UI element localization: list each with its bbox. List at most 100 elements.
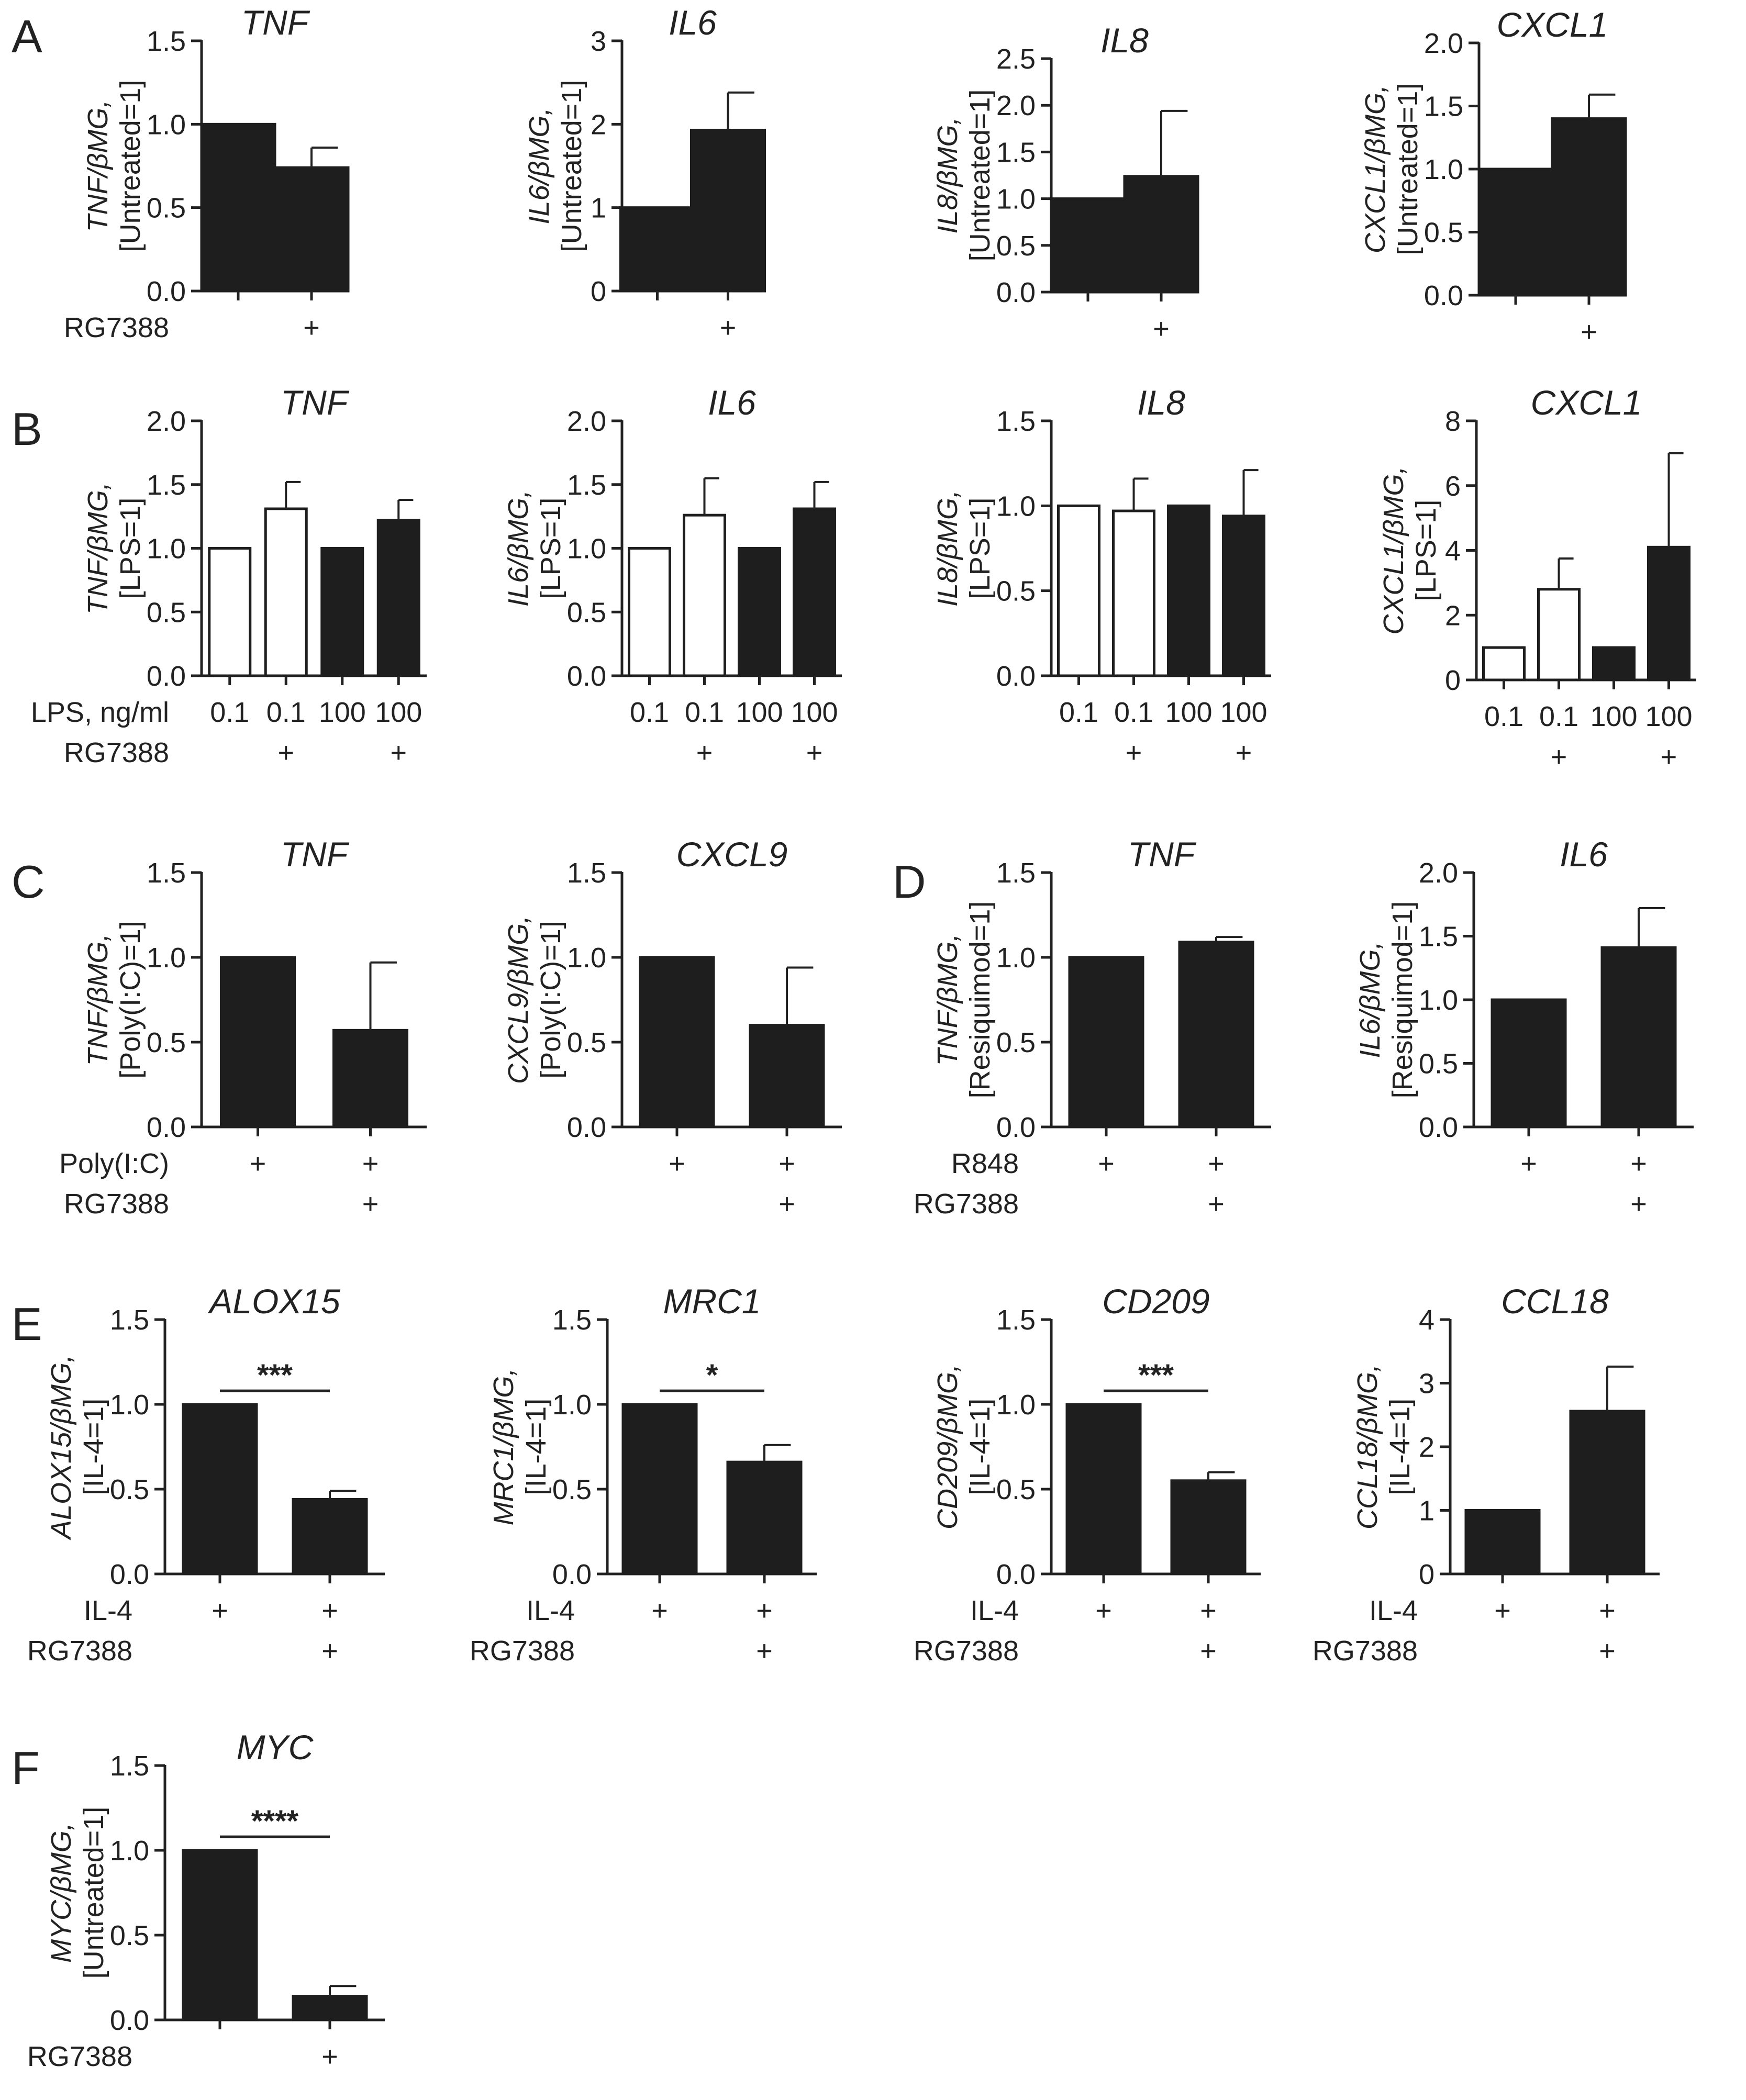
bar [1057,504,1100,677]
y-axis-label: CXCL9/βMG, [Poly(I:C)=1] [503,915,566,1084]
y-axis-label-line2: [Untreated=1] [115,80,146,252]
significance-label: **** [251,1804,299,1838]
condition-mark: 100 [1645,701,1692,732]
y-axis-label-line2: [Untreated=1] [964,90,996,262]
y-tick-label: 0.5 [996,230,1036,262]
y-axis-label: TNF/βMG, [Poly(I:C)=1] [82,921,146,1079]
chart-title: ALOX15 [207,1282,340,1321]
y-axis-label: MRC1/βMG, [IL-4=1] [488,1368,552,1526]
condition-mark: + [277,737,294,768]
bar [1170,1479,1247,1576]
bar [1112,509,1155,677]
y-tick-label: 0.5 [147,193,186,224]
condition-mark: 100 [375,697,422,728]
chart-title: TNF [281,383,350,422]
y-tick-label: 2 [1445,600,1461,631]
condition-mark: 0.1 [1114,697,1153,728]
condition-mark: + [321,1635,338,1667]
y-tick-label: 1.5 [996,137,1036,168]
y-tick-label: 3 [591,26,606,57]
y-tick-label: 0.0 [147,276,186,307]
bar [292,1995,368,2021]
condition-row-label: IL-4 [1369,1595,1418,1626]
bar [1178,941,1254,1129]
bar [690,128,766,293]
bar [1600,946,1677,1129]
y-axis-label: IL6/βMG, [Untreated=1] [524,80,587,252]
condition-mark: + [1098,1148,1115,1179]
y-tick-label: 1.0 [1419,985,1458,1016]
y-tick-label: 1.0 [147,533,186,565]
condition-row-label: IL-4 [526,1595,575,1626]
condition-mark: + [1520,1148,1537,1179]
y-tick-label: 1 [591,193,606,224]
bar [1167,504,1210,677]
y-axis-label-line2: [LPS=1] [964,498,996,599]
bar [182,1849,258,2021]
y-tick-label: 1.5 [567,857,606,889]
y-axis-label: CXCL1/βMG, [LPS=1] [1378,466,1442,635]
y-axis-label: CXCL1/βMG, [Untreated=1] [1360,83,1424,255]
y-tick-label: 1.5 [147,26,186,57]
y-axis-label-line1: CXCL1/βMG, [1378,466,1409,635]
bar [1482,646,1526,682]
chart-title: MYC [237,1728,314,1767]
condition-mark: + [756,1595,773,1626]
y-tick-label: 0 [1419,1559,1434,1590]
y-tick-label: 1.5 [147,470,186,501]
y-tick-label: 0.0 [567,1112,606,1143]
condition-mark: + [390,737,407,768]
y-axis-label-line1: CXCL1/βMG, [1360,85,1391,253]
condition-mark: + [1581,316,1597,348]
condition-mark: + [779,1148,795,1179]
y-axis-label-line1: IL8/βMG, [932,117,963,234]
y-axis-label-line1: IL6/βMG, [503,490,534,607]
condition-mark: + [1494,1595,1511,1626]
y-axis-label-line1: MRC1/βMG, [488,1368,519,1526]
y-tick-label: 1.5 [996,857,1036,889]
condition-row-label: IL-4 [84,1595,132,1626]
y-tick-label: 0.0 [110,1559,149,1590]
y-tick-label: 1.0 [996,184,1036,215]
chart-title: IL8 [1100,21,1149,60]
y-axis-label-line1: TNF/βMG, [82,482,114,615]
chart-title: TNF [281,835,350,874]
y-tick-label: 0.0 [996,277,1036,308]
y-tick-label: 0.5 [996,1027,1036,1058]
y-tick-label: 0.5 [110,1920,149,1951]
y-tick-label: 1.5 [110,1750,149,1782]
condition-row-label: Poly(I:C) [59,1148,169,1179]
y-tick-label: 0.5 [567,597,606,628]
y-tick-label: 1.0 [996,942,1036,974]
y-axis-label: TNF/βMG, [Resiquimod=1] [932,901,996,1099]
condition-mark: + [303,312,320,343]
chart-title: MRC1 [663,1282,761,1321]
condition-mark: 100 [1590,701,1637,732]
y-tick-label: 1.5 [996,1304,1036,1336]
bar [621,1403,698,1576]
y-tick-label: 1.5 [1419,921,1458,953]
y-tick-label: 0.5 [567,1027,606,1058]
y-tick-label: 0.5 [110,1474,149,1505]
y-axis-label: ALOX15/βMG, [IL-4=1] [46,1355,109,1540]
chart-title: CD209 [1102,1282,1209,1321]
y-tick-label: 6 [1445,471,1461,502]
condition-mark: + [1200,1635,1217,1667]
condition-mark: + [362,1188,379,1220]
bar [1123,175,1199,294]
condition-mark: 100 [1165,697,1212,728]
condition-mark: 0.1 [685,697,724,728]
condition-mark: + [806,737,823,768]
condition-mark: + [1200,1595,1217,1626]
bar [1068,956,1144,1129]
y-tick-label: 2.0 [147,406,186,437]
condition-mark: + [1208,1188,1225,1220]
y-tick-label: 0.5 [1424,217,1463,249]
condition-mark: + [1630,1148,1647,1179]
significance-label: * [706,1358,718,1392]
